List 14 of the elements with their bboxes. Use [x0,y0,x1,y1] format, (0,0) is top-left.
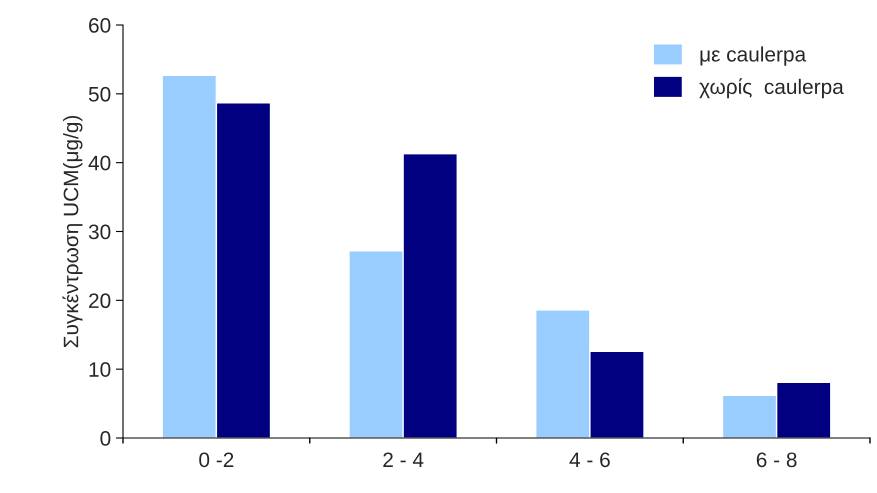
y-axis-title: Συγκέντρωση UCM(μg/g) [62,116,82,348]
legend-label: με caulerpa [700,46,806,66]
y-tick-label: 50 [88,86,110,102]
y-tick-label: 20 [89,293,110,308]
y-tick-label: 60 [89,18,110,33]
y-tick-label: 30 [88,224,110,240]
y-tick-label: 10 [90,362,110,377]
legend-label: χωρίς caulerpa [699,78,844,98]
x-tick-label: 6 - 8 [756,452,797,468]
y-tick-label: 40 [88,156,110,170]
x-tick-label: 4 - 6 [570,452,610,468]
y-tick-label: 0 [100,431,110,446]
x-tick-label: 2 - 4 [383,452,424,467]
x-tick-label: 0 -2 [199,452,234,468]
